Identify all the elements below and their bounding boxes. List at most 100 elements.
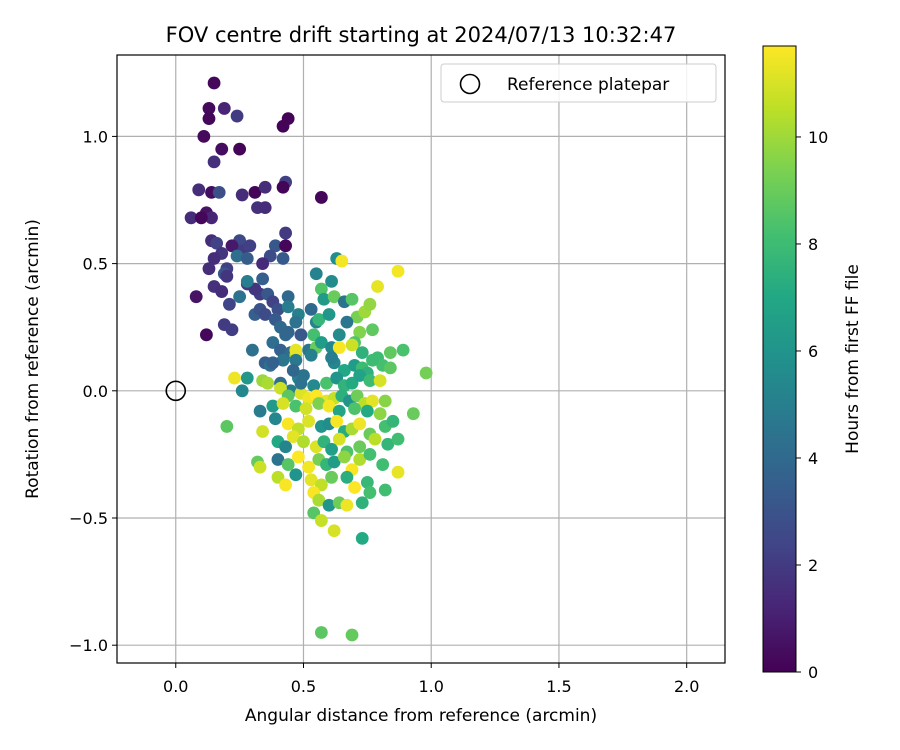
data-point — [200, 328, 213, 342]
data-point — [281, 458, 295, 471]
data-point — [366, 323, 379, 337]
x-tick-label: 1.0 — [418, 677, 443, 696]
data-point — [258, 308, 272, 321]
data-point — [383, 361, 397, 375]
data-point — [184, 211, 198, 225]
data-point — [363, 374, 377, 388]
colorbar-tick-label: 8 — [808, 235, 818, 254]
data-point — [220, 269, 234, 283]
data-point — [207, 76, 221, 90]
data-point — [279, 328, 293, 342]
data-point — [289, 315, 303, 329]
data-point — [363, 297, 377, 311]
data-point — [225, 323, 239, 337]
data-point — [192, 183, 206, 197]
data-point — [332, 432, 346, 446]
data-point — [317, 292, 331, 306]
data-point — [266, 356, 280, 370]
data-point — [281, 290, 295, 304]
chart-title: FOV centre drift starting at 2024/07/13 … — [166, 23, 677, 47]
legend-reference-marker — [459, 73, 481, 95]
data-point — [391, 264, 405, 278]
data-point — [332, 328, 346, 342]
data-point — [256, 257, 270, 271]
data-point — [304, 302, 318, 316]
x-tick-label: 1.5 — [546, 677, 571, 696]
data-point — [322, 498, 336, 512]
data-point — [299, 402, 313, 416]
plot-frame — [116, 54, 726, 664]
data-point — [286, 430, 300, 443]
data-point — [363, 447, 377, 461]
data-point — [279, 226, 293, 240]
legend-label-reference: Reference platepar — [507, 75, 669, 95]
data-point — [274, 343, 287, 357]
data-point — [353, 325, 367, 339]
data-point — [235, 384, 249, 398]
colorbar-label: Hours from first FF file — [843, 264, 863, 454]
data-point — [391, 432, 405, 446]
data-point — [355, 531, 369, 545]
data-point — [348, 481, 361, 494]
data-point — [302, 460, 315, 474]
data-point — [276, 353, 290, 367]
data-point — [256, 272, 270, 286]
legend-box — [440, 63, 717, 103]
data-point — [322, 308, 336, 321]
y-tick-label: 1.0 — [83, 127, 108, 146]
data-point — [286, 364, 300, 377]
x-tick-label: 0.0 — [163, 677, 188, 696]
data-point — [360, 404, 374, 418]
data-point — [378, 483, 392, 497]
data-point — [378, 394, 392, 408]
data-point — [279, 478, 293, 492]
data-point — [386, 414, 400, 428]
data-point — [302, 414, 315, 428]
data-point — [243, 239, 257, 253]
data-point — [210, 236, 224, 250]
data-point — [312, 313, 326, 326]
data-point — [207, 155, 221, 169]
data-point — [235, 188, 249, 202]
data-points — [184, 76, 433, 642]
data-point — [304, 348, 318, 362]
data-point — [202, 112, 216, 125]
data-point — [340, 498, 354, 512]
data-point — [366, 394, 379, 408]
data-point — [373, 407, 387, 421]
data-point — [233, 290, 247, 304]
data-point — [304, 473, 318, 487]
data-point — [332, 404, 346, 418]
data-point — [194, 211, 208, 225]
data-point — [289, 343, 303, 357]
data-point — [276, 119, 290, 133]
data-point — [340, 315, 354, 329]
data-point — [325, 470, 338, 484]
data-point — [256, 425, 270, 438]
y-axis-ticks: −1.0 −0.5 0.0 0.5 1.0 — [69, 127, 117, 655]
data-point — [345, 338, 359, 352]
data-point — [294, 376, 308, 390]
reference-marker-layer — [165, 380, 187, 402]
y-tick-label: 0.0 — [83, 382, 108, 401]
data-point — [332, 341, 346, 354]
data-point — [202, 102, 216, 115]
data-point — [281, 417, 295, 431]
data-point — [230, 109, 244, 123]
data-point — [383, 346, 397, 360]
reference-marker — [165, 380, 187, 402]
data-point — [312, 493, 326, 507]
data-point — [368, 432, 382, 446]
data-point — [327, 290, 341, 304]
data-point — [371, 280, 384, 293]
data-point — [230, 249, 244, 263]
x-tick-label: 0.5 — [291, 677, 316, 696]
data-point — [253, 404, 267, 418]
y-tick-label: −1.0 — [69, 636, 108, 655]
data-point — [225, 239, 239, 253]
data-point — [355, 346, 369, 360]
data-point — [245, 343, 259, 357]
data-point — [314, 282, 328, 296]
data-point — [289, 399, 303, 413]
